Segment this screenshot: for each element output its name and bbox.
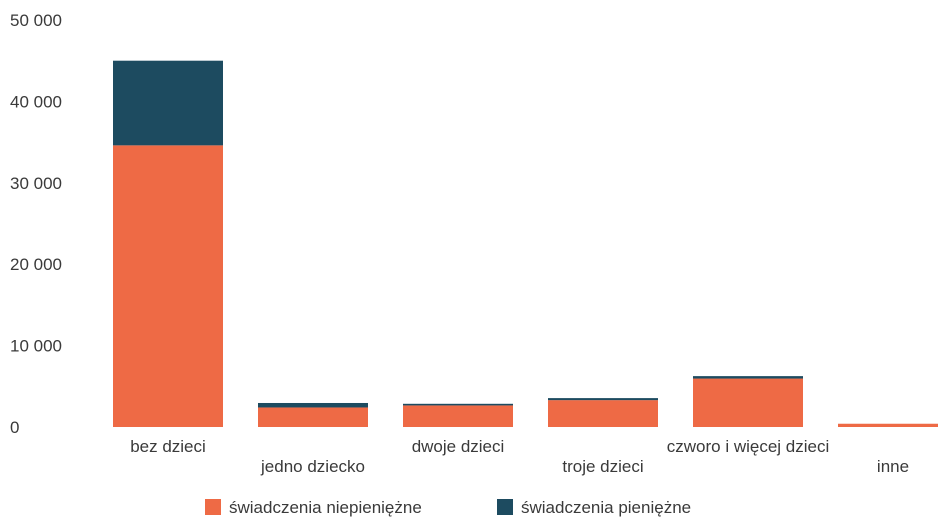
bar-pieniezne [258,402,368,408]
category-label: inne [877,457,909,476]
bar-niepieniezne [548,400,658,427]
bar-niepieniezne [838,423,938,427]
y-tick-label: 0 [10,418,19,437]
y-tick-label: 20 000 [10,255,62,274]
y-tick-label: 50 000 [10,11,62,30]
y-tick-label: 10 000 [10,337,62,356]
bar-pieniezne [403,403,513,406]
category-label: czworo i więcej dzieci [667,437,830,456]
category-label: jedno dziecko [260,457,365,476]
y-tick-label: 40 000 [10,92,62,111]
bar-pieniezne [548,398,658,401]
legend-label: świadczenia pieniężne [521,498,691,517]
bar-niepieniezne [113,145,223,427]
legend-swatch [205,499,221,515]
bar-niepieniezne [693,378,803,427]
bar-pieniezne [113,60,223,146]
bar-niepieniezne [258,407,368,427]
y-tick-label: 30 000 [10,174,62,193]
category-label: troje dzieci [562,457,643,476]
category-label: bez dzieci [130,437,206,456]
legend-label: świadczenia niepieniężne [229,498,422,517]
bar-pieniezne [693,376,803,379]
legend-swatch [497,499,513,515]
category-label: dwoje dzieci [412,437,505,456]
bar-niepieniezne [403,405,513,427]
